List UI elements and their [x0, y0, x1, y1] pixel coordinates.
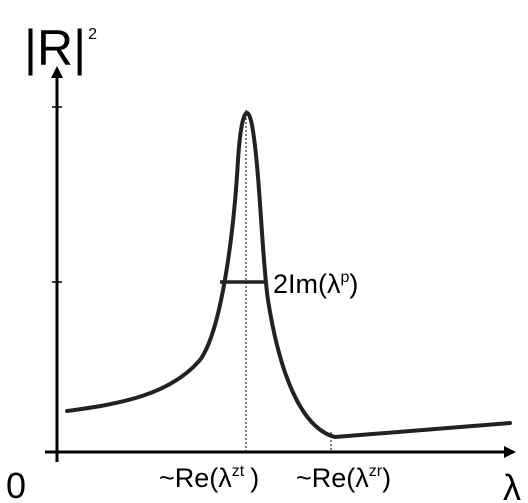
x-marker-zt: ~Re(λzt): [159, 463, 259, 493]
reflectance-curve: [65, 111, 512, 439]
x-marker-zr: ~Re(λzr): [296, 463, 391, 493]
width-annotation: 2Im(λp): [273, 269, 358, 299]
origin-label: 0: [6, 465, 26, 503]
y-axis-label: |R| 2: [24, 20, 97, 76]
x-axis-label: λ: [503, 467, 521, 503]
